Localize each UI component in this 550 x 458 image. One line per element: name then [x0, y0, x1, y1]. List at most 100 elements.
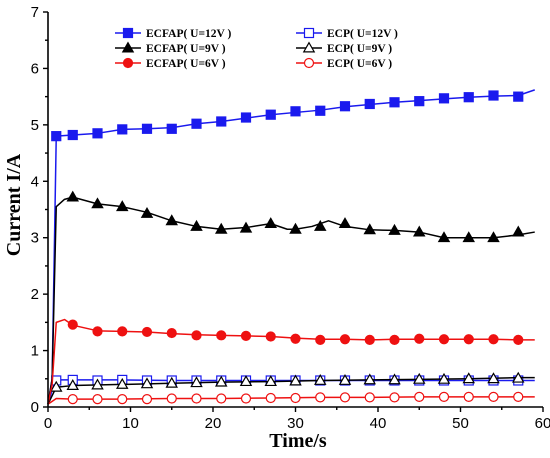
- series-1-point-16: [414, 96, 425, 107]
- series-3-point-9: [264, 217, 278, 229]
- series-1-point-7: [191, 118, 202, 129]
- series-1-point-5: [141, 123, 153, 134]
- series-3-point-16: [437, 231, 451, 243]
- legend-item-1: ECFAP( U=12V ): [115, 27, 232, 40]
- series-3-point-1: [66, 190, 80, 202]
- legend: ECFAP( U=12V ) ECP( U=12V ) ECFAP( U=9V ) E…: [115, 27, 398, 70]
- series-3-point-8: [239, 221, 253, 233]
- series-4-point-3: [91, 378, 104, 390]
- legend-label-3: ECFAP( U=9V ): [146, 43, 226, 55]
- series-6-point-16: [438, 391, 450, 402]
- series-6-point-9: [265, 392, 276, 404]
- series-4-point-20: [511, 371, 525, 383]
- series-6-point-13: [364, 392, 375, 403]
- series-1: [47, 89, 535, 405]
- y-tick-label-6: 5: [31, 117, 39, 134]
- series-5-point-10: [290, 333, 301, 344]
- legend-label-6: ECP( U=6V ): [327, 58, 392, 70]
- series-5-point-12: [339, 334, 351, 345]
- series-4-point-17: [437, 372, 451, 384]
- series-3-point-19: [511, 225, 525, 237]
- series-6-point-1: [67, 394, 78, 405]
- axes: 0 10 20 30 40 50 60 0 1 2 3 4 5 6 7: [31, 4, 550, 432]
- x-tick-label-7: 60: [535, 415, 550, 432]
- series-6-point-2: [92, 394, 103, 405]
- series-6-point-3: [117, 394, 128, 405]
- y-tick-label-2: 1: [31, 343, 39, 360]
- series-6-point-12: [339, 392, 351, 403]
- legend-marker-1: [122, 27, 134, 39]
- series-1-point-2: [67, 129, 78, 141]
- series-4-point-8: [214, 375, 228, 387]
- series-4-point-19: [487, 372, 500, 384]
- y-tick-label-7: 6: [31, 60, 39, 77]
- series-4-point-13: [338, 373, 352, 385]
- series-5-point-17: [463, 334, 474, 345]
- series-6-point-17: [463, 391, 474, 402]
- series-5-point-9: [265, 331, 276, 342]
- x-tick-label-3: 20: [205, 415, 222, 432]
- series-5-point-11: [315, 334, 326, 345]
- x-tick-label-1: 0: [44, 415, 52, 432]
- series-4-point-12: [313, 373, 327, 385]
- series-4-point-14: [363, 373, 377, 385]
- x-tick-label-5: 40: [370, 415, 387, 432]
- legend-marker-2: [303, 27, 315, 39]
- series-1-point-10: [265, 109, 276, 120]
- legend-item-6: ECP( U=6V ): [296, 57, 392, 70]
- series-6-point-14: [389, 392, 400, 403]
- series-4-point-6: [165, 376, 179, 388]
- series-3-point-18: [487, 231, 500, 243]
- series-4-point-2: [66, 379, 80, 391]
- x-axis-label: Time/s: [269, 430, 327, 452]
- legend-marker-6: [303, 57, 315, 69]
- series-1-point-12: [315, 105, 326, 116]
- series-6-point-10: [290, 392, 301, 404]
- series-3-point-10: [289, 222, 302, 234]
- legend-item-2: ECP( U=12V ): [296, 27, 398, 40]
- y-tick-label-1: 0: [31, 399, 39, 416]
- series-1-point-14: [364, 98, 375, 110]
- legend-marker-5: [122, 57, 134, 69]
- x-tick-label-6: 50: [452, 415, 469, 432]
- series-1-point-19: [488, 90, 499, 101]
- series-3-point-7: [214, 222, 228, 234]
- series-6-point-8: [240, 393, 252, 404]
- series-6-point-7: [216, 393, 227, 404]
- series-4-point-1: [49, 380, 63, 392]
- y-tick-label-5: 4: [31, 173, 39, 190]
- legend-label-5: ECFAP( U=6V ): [146, 58, 226, 70]
- series-3-point-17: [462, 231, 476, 243]
- series-5-point-5: [166, 327, 177, 339]
- series-4-point-5: [140, 377, 154, 389]
- legend-label-4: ECP( U=9V ): [327, 43, 392, 55]
- series-6-point-19: [513, 391, 524, 402]
- series-6-point-6: [191, 393, 202, 404]
- series-5-point-18: [488, 334, 499, 345]
- series-4-point-11: [289, 374, 302, 386]
- series-5-point-15: [414, 333, 425, 344]
- y-tick-label-3: 2: [31, 286, 39, 303]
- series-1-point-3: [92, 128, 103, 139]
- plot-area: [47, 89, 535, 405]
- series-4-point-15: [388, 373, 401, 385]
- series-5-point-13: [364, 334, 375, 345]
- y-axis-label: Current I/A: [3, 153, 25, 256]
- y-tick-label-4: 3: [31, 230, 39, 247]
- legend-label-2: ECP( U=12V ): [327, 28, 398, 40]
- series-3-point-12: [338, 217, 352, 229]
- series-4-point-16: [412, 372, 426, 384]
- series-1-line: [47, 89, 535, 405]
- series-5-point-8: [240, 330, 252, 341]
- y-tick-label-8: 7: [31, 4, 39, 21]
- series-1-point-8: [216, 116, 227, 127]
- series-6: [47, 391, 535, 405]
- series-5-point-3: [117, 326, 128, 337]
- series-4: [47, 371, 535, 405]
- series-5-point-6: [191, 330, 202, 341]
- series-1-point-18: [463, 92, 474, 103]
- series-3-point-4: [140, 206, 154, 218]
- series-1-point-9: [240, 112, 252, 123]
- series-1-point-6: [166, 123, 177, 134]
- series-6-point-11: [315, 392, 326, 403]
